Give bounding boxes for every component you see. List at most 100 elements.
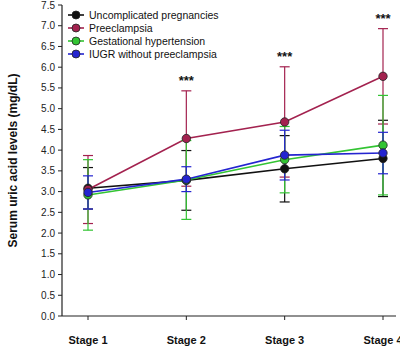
plot-area: [83, 29, 388, 231]
y-tick-label: 0.5: [41, 290, 55, 301]
y-tick: [58, 191, 62, 192]
y-tick-label: 4.0: [41, 145, 55, 156]
y-tick: [58, 46, 62, 47]
error-cap: [378, 194, 388, 195]
marker: [182, 134, 190, 142]
marker: [280, 118, 288, 126]
y-tick-label: 1.0: [41, 269, 55, 280]
y-tick: [58, 253, 62, 254]
x-tick-label: Stage 4: [363, 334, 400, 346]
y-tick-label: 0.0: [41, 311, 55, 322]
legend-marker: [72, 24, 80, 32]
marker: [280, 151, 288, 159]
error-cap: [181, 90, 191, 91]
error-cap: [280, 66, 290, 67]
error-bar: [378, 132, 388, 173]
y-tick-label: 3.5: [41, 165, 55, 176]
error-cap: [181, 219, 191, 220]
y-tick: [58, 129, 62, 130]
legend-marker: [72, 50, 80, 58]
error-bar: [83, 176, 93, 209]
x-tick: [88, 316, 89, 320]
legend-label: Uncomplicated pregnancies: [89, 9, 219, 21]
error-cap: [280, 179, 290, 180]
y-tick: [58, 170, 62, 171]
y-tick-label: 5.0: [41, 103, 55, 114]
y-tick: [58, 295, 62, 296]
y-tick: [58, 108, 62, 109]
legend-label: IUGR without preeclampsia: [89, 48, 217, 60]
error-cap: [83, 159, 93, 160]
series-line: [88, 153, 383, 192]
marker: [182, 176, 190, 184]
error-cap: [83, 208, 93, 209]
series-line: [88, 158, 383, 188]
y-tick: [58, 5, 62, 6]
error-bar: [378, 95, 388, 195]
error-cap: [181, 191, 191, 192]
y-tick-label: 1.5: [41, 248, 55, 259]
error-cap: [83, 230, 93, 231]
error-cap: [280, 130, 290, 131]
annotation: ***: [277, 49, 293, 64]
y-tick-label: 7.5: [41, 0, 55, 11]
marker: [182, 175, 190, 183]
y-tick: [58, 25, 62, 26]
marker: [84, 188, 92, 196]
error-bar: [181, 141, 191, 220]
legend-marker: [72, 11, 80, 19]
marker: [379, 149, 387, 157]
series-line: [88, 76, 383, 189]
error-cap: [83, 175, 93, 176]
series-line: [88, 145, 383, 195]
x-tick: [284, 316, 285, 320]
legend-marker: [72, 37, 80, 45]
marker: [379, 72, 387, 80]
error-bar: [181, 167, 191, 192]
x-tick-label: Stage 1: [68, 334, 107, 346]
error-cap: [280, 192, 290, 193]
y-axis-label: Serum uric acid levels (mg/dL): [6, 73, 20, 247]
legend-label: Preeclampsia: [89, 22, 153, 34]
y-tick-label: 5.5: [41, 82, 55, 93]
marker: [379, 141, 387, 149]
y-tick: [58, 233, 62, 234]
y-tick: [58, 87, 62, 88]
error-cap: [378, 196, 388, 197]
x-tick: [186, 316, 187, 320]
y-tick: [58, 150, 62, 151]
legend-label: Gestational hypertension: [89, 35, 205, 47]
x-tick: [383, 316, 384, 320]
annotation: ***: [179, 73, 195, 88]
y-tick: [58, 67, 62, 68]
y-tick: [58, 274, 62, 275]
error-cap: [83, 208, 93, 209]
error-bar: [280, 130, 290, 180]
y-tick-label: 6.0: [41, 62, 55, 73]
y-tick-label: 3.0: [41, 186, 55, 197]
y-tick-label: 4.5: [41, 124, 55, 135]
y-tick-label: 7.0: [41, 20, 55, 31]
error-cap: [280, 201, 290, 202]
y-tick-label: 2.5: [41, 207, 55, 218]
error-cap: [181, 166, 191, 167]
chart: 0.0 0.5 1.0 1.5 2.0 2.5 3.0 3.5 4.0 4.5 5.0 5.5 6.0 6…: [0, 0, 400, 363]
y-tick-label: 6.5: [41, 41, 55, 52]
error-cap: [378, 95, 388, 96]
error-cap: [378, 132, 388, 133]
annotation: ***: [375, 11, 391, 26]
marker: [280, 165, 288, 173]
error-cap: [378, 28, 388, 29]
y-tick: [58, 316, 62, 317]
y-axis: [61, 5, 62, 316]
error-cap: [83, 155, 93, 156]
x-axis: [62, 315, 396, 316]
error-cap: [378, 173, 388, 174]
y-tick-label: 2.0: [41, 228, 55, 239]
y-tick: [58, 212, 62, 213]
error-bar: [280, 126, 290, 192]
error-bar: [83, 160, 93, 230]
x-tick-label: Stage 3: [265, 334, 304, 346]
error-bar: [280, 67, 290, 177]
x-tick-label: Stage 2: [167, 334, 206, 346]
